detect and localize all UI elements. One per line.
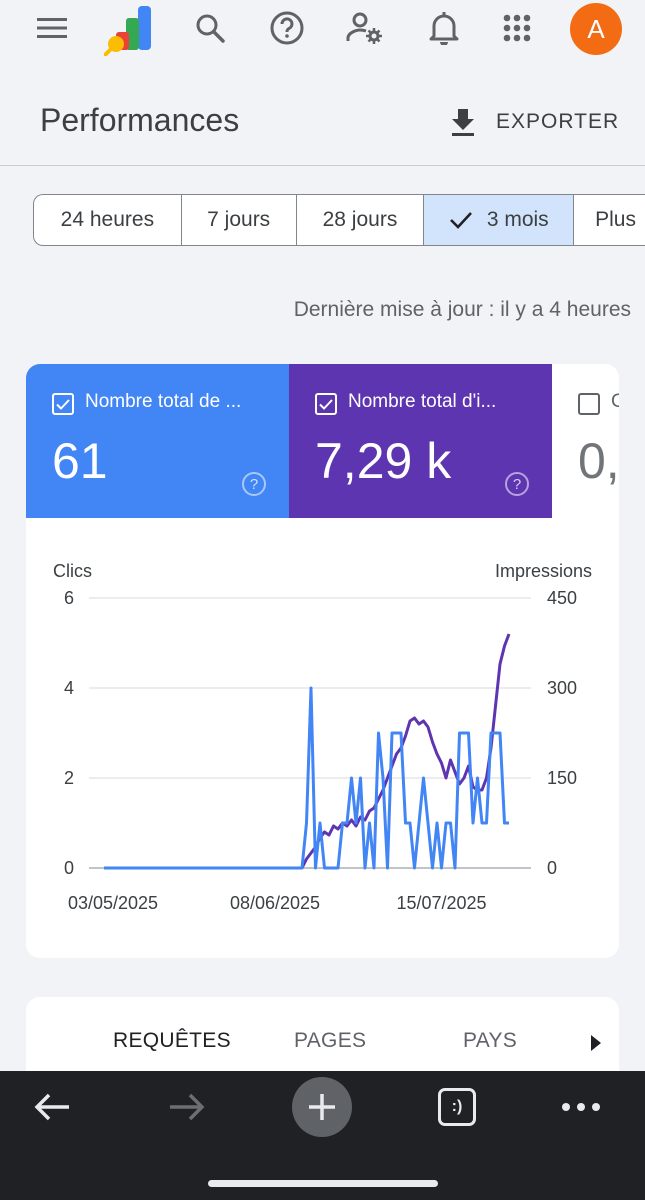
performance-card: Nombre total de ... 61 ? Nombre total d'… [26, 364, 619, 958]
left-tick-label: 4 [64, 678, 74, 698]
analytics-logo[interactable] [104, 4, 156, 56]
chip-label: 24 heures [60, 208, 155, 231]
tab-pages[interactable]: PAGES [294, 1029, 367, 1052]
tab-countries[interactable]: PAYS [463, 1029, 518, 1052]
chip-label: Plus [595, 208, 636, 231]
clicks-series-line [104, 686, 509, 870]
tab-queries[interactable]: REQUÊTES [113, 1029, 231, 1052]
right-axis-title: Impressions [495, 561, 592, 581]
chevron-right-icon[interactable] [589, 1033, 603, 1053]
x-tick-label: 03/05/2025 [68, 893, 158, 913]
home-indicator [208, 1180, 438, 1187]
right-tick-label: 150 [547, 768, 577, 788]
apps-icon[interactable] [495, 6, 539, 50]
export-label: EXPORTER [496, 110, 620, 133]
chip-24h[interactable]: 24 heures [34, 195, 182, 245]
help-icon[interactable] [265, 6, 309, 50]
x-tick-label: 15/07/2025 [396, 893, 486, 913]
export-button[interactable]: EXPORTER [448, 102, 619, 142]
right-tick-label: 0 [547, 858, 557, 878]
avatar[interactable]: A [570, 3, 622, 55]
check-icon [449, 212, 472, 229]
app-bar: A [0, 0, 645, 58]
metric-ctr[interactable]: C 0, [552, 364, 619, 518]
metric-value: 61 [52, 433, 108, 489]
notifications-icon[interactable] [422, 6, 466, 50]
chip-more[interactable]: Plus [574, 195, 645, 245]
help-icon[interactable]: ? [505, 472, 529, 496]
browser-toolbar: :) [0, 1071, 645, 1200]
manage-users-icon[interactable] [343, 6, 387, 50]
checkbox-unchecked-icon[interactable] [578, 393, 600, 415]
page-title: Performances [40, 102, 240, 138]
metric-label: C [611, 391, 619, 412]
left-tick-label: 6 [64, 588, 74, 608]
metric-value: 7,29 k [315, 433, 452, 489]
metric-value: 0, [578, 433, 619, 489]
tabs-glyph: :) [438, 1088, 476, 1126]
performance-chart: Clics Impressions 0 0 2 150 4 300 6 450 03/05/2025… [53, 561, 592, 913]
more-icon[interactable] [551, 1077, 611, 1137]
left-tick-label: 0 [64, 858, 74, 878]
left-axis-title: Clics [53, 561, 92, 581]
date-range-selector: 24 heures 7 jours 28 jours 3 mois Plus [33, 194, 645, 246]
left-tick-label: 2 [64, 768, 74, 788]
chip-3m[interactable]: 3 mois [424, 195, 575, 245]
metric-total-clicks[interactable]: Nombre total de ... 61 ? [26, 364, 289, 518]
chip-label: 7 jours [207, 208, 271, 231]
chip-28d[interactable]: 28 jours [297, 195, 425, 245]
download-icon [452, 109, 474, 136]
tabs-icon[interactable]: :) [427, 1077, 487, 1137]
checkbox-checked-icon[interactable] [315, 393, 337, 415]
metric-cards: Nombre total de ... 61 ? Nombre total d'… [26, 364, 619, 518]
x-tick-label: 08/06/2025 [230, 893, 320, 913]
metric-label: Nombre total de ... [85, 391, 242, 412]
chip-7d[interactable]: 7 jours [182, 195, 297, 245]
back-icon[interactable] [22, 1077, 82, 1137]
chip-label: 3 mois [486, 208, 549, 231]
page-header: Performances EXPORTER [0, 84, 645, 166]
right-tick-label: 450 [547, 588, 577, 608]
chip-label: 28 jours [322, 208, 398, 231]
help-icon[interactable]: ? [242, 472, 266, 496]
metric-label: Nombre total d'i... [348, 391, 497, 412]
metric-total-impressions[interactable]: Nombre total d'i... 7,29 k ? [289, 364, 552, 518]
right-tick-label: 300 [547, 678, 577, 698]
menu-icon[interactable] [30, 6, 74, 50]
new-tab-icon[interactable] [292, 1077, 352, 1137]
last-updated-text: Dernière mise à jour : il y a 4 heures [293, 298, 631, 321]
checkbox-checked-icon[interactable] [52, 393, 74, 415]
forward-icon[interactable] [157, 1077, 217, 1137]
search-icon[interactable] [188, 6, 232, 50]
